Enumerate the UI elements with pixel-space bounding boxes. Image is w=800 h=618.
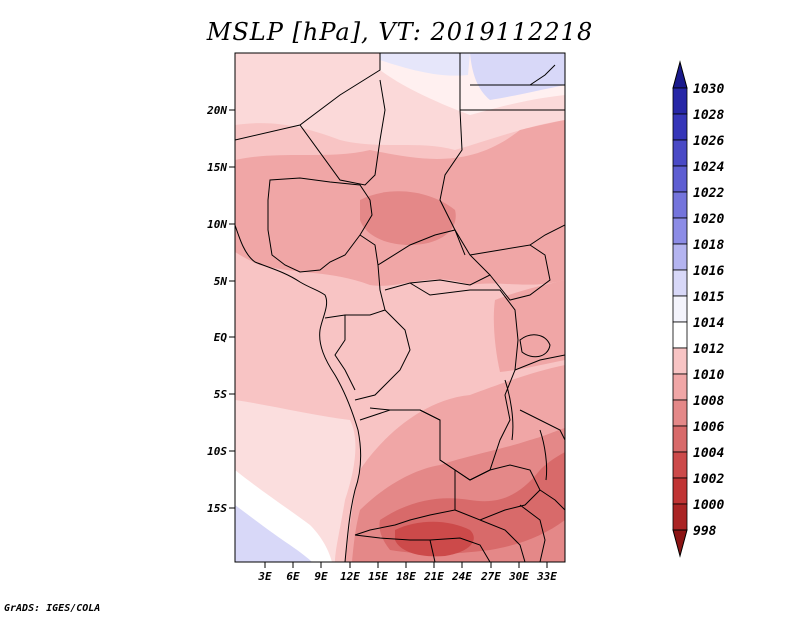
latitude-axis: 20N 15N 10N 5N EQ 5S 10S 15S: [206, 104, 235, 515]
map-frame: [234, 52, 566, 563]
lon-label-18e: 18E: [396, 570, 416, 583]
colorbar-level-label: 1014: [693, 316, 724, 331]
lon-label-21e: 21E: [423, 570, 444, 583]
colorbar-bottom-arrow: [672, 529, 688, 558]
colorbar-segment: [672, 165, 688, 193]
colorbar-level-label: 1024: [693, 160, 724, 175]
lat-label-10n: 10N: [207, 218, 227, 231]
lon-label-15e: 15E: [368, 570, 388, 583]
south-sudan-border: [469, 244, 551, 301]
mali-niger-border: [235, 53, 381, 141]
grads-credit: GrADS: IGES/COLA: [4, 603, 101, 614]
lake-tanganyika: [504, 379, 514, 441]
colorbar-level-label: 1028: [693, 108, 724, 123]
south-atlantic-1016-region: [235, 505, 312, 562]
colorbar-level-label: 1030: [693, 82, 724, 97]
colorbar-segment: [672, 451, 688, 479]
lake-victoria: [519, 334, 551, 358]
nigeria-low-region: [269, 189, 351, 240]
lat-label-eq: EQ: [214, 331, 228, 344]
north-small-high-region: [380, 53, 470, 76]
colorbar-segment: [672, 347, 688, 375]
northeast-high-region: [470, 53, 565, 100]
sahel-low-center-region: [360, 191, 456, 245]
political-boundaries: [235, 53, 565, 562]
colorbar-level-label: 1026: [693, 134, 724, 149]
botswana-border: [429, 537, 491, 562]
cameroon-border: [324, 234, 386, 319]
colorbar-segment: [672, 243, 688, 271]
map-title: MSLP [hPa], VT: 2019112218: [206, 18, 594, 46]
southern-africa-1002-region: [395, 521, 474, 557]
lat-label-5n: 5N: [214, 275, 228, 288]
colorbar-segment: [672, 321, 688, 349]
lat-label-15n: 15N: [207, 161, 227, 174]
colorbar-level-label: 1002: [693, 472, 724, 487]
lake-malawi: [539, 429, 548, 481]
lon-label-3e: 3E: [257, 570, 272, 583]
lon-label-30e: 30E: [508, 570, 529, 583]
colorbar-segment: [672, 295, 688, 323]
lon-label-33e: 33E: [536, 570, 557, 583]
colorbar-segment: [672, 503, 688, 531]
niger-chad-border: [299, 79, 386, 186]
lat-label-20n: 20N: [206, 104, 227, 117]
colorbar-segment: [672, 399, 688, 427]
east-central-1010-region: [493, 280, 565, 372]
colorbar: 1030 1028 1026 1024 1022 1020 1018 1016 1015 1014…: [672, 60, 724, 558]
colorbar-level-label: 998: [693, 524, 717, 539]
colorbar-level-label: 1008: [693, 394, 724, 409]
namibia-border: [354, 534, 436, 562]
lat-label-5s: 5S: [214, 388, 228, 401]
colorbar-segment: [672, 191, 688, 219]
colorbar-top-arrow: [672, 60, 688, 89]
colorbar-segments: [672, 60, 688, 558]
colorbar-segment: [672, 373, 688, 401]
colorbar-level-label: 1015: [693, 290, 724, 305]
colorbar-level-label: 1006: [693, 420, 724, 435]
nigeria-border: [267, 177, 373, 273]
car-border: [377, 229, 491, 291]
colorbar-level-label: 1012: [693, 342, 724, 357]
colorbar-segment: [672, 217, 688, 245]
colorbar-level-label: 1016: [693, 264, 724, 279]
colorbar-segment: [672, 269, 688, 297]
chad-sudan-border: [439, 109, 466, 256]
colorbar-segment: [672, 87, 688, 115]
congo-gabon-border: [334, 315, 356, 391]
tanzania-border: [514, 354, 565, 441]
colorbar-level-label: 1020: [693, 212, 724, 227]
colorbar-segment: [672, 425, 688, 453]
lat-label-10s: 10S: [207, 445, 227, 458]
pressure-field: [235, 53, 565, 562]
red-sea-coast: [529, 64, 556, 86]
longitude-axis: 3E 6E 9E 12E 15E 18E 21E 24E 27E 30E 33E: [257, 562, 557, 583]
colorbar-labels: 1030 1028 1026 1024 1022 1020 1018 1016 1015 1014…: [693, 82, 724, 539]
zambia-border: [454, 464, 541, 521]
lon-label-27e: 27E: [480, 570, 501, 583]
colorbar-segment: [672, 113, 688, 141]
colorbar-level-label: 1010: [693, 368, 724, 383]
west-coastline: [235, 224, 362, 562]
lon-label-24e: 24E: [451, 570, 472, 583]
colorbar-segment: [672, 477, 688, 505]
zimbabwe-border: [479, 519, 526, 562]
lon-label-6e: 6E: [286, 570, 300, 583]
colorbar-level-label: 1022: [693, 186, 724, 201]
lon-label-9e: 9E: [314, 570, 328, 583]
angola-border: [354, 409, 456, 536]
colorbar-level-label: 1004: [693, 446, 724, 461]
ethiopia-border: [529, 224, 565, 246]
colorbar-segment: [672, 139, 688, 167]
lat-label-15s: 15S: [207, 502, 227, 515]
colorbar-level-label: 1000: [693, 498, 724, 513]
lon-label-12e: 12E: [340, 570, 360, 583]
mozambique-border: [519, 489, 565, 562]
colorbar-level-label: 1018: [693, 238, 724, 253]
libya-egypt-border: [459, 53, 565, 111]
